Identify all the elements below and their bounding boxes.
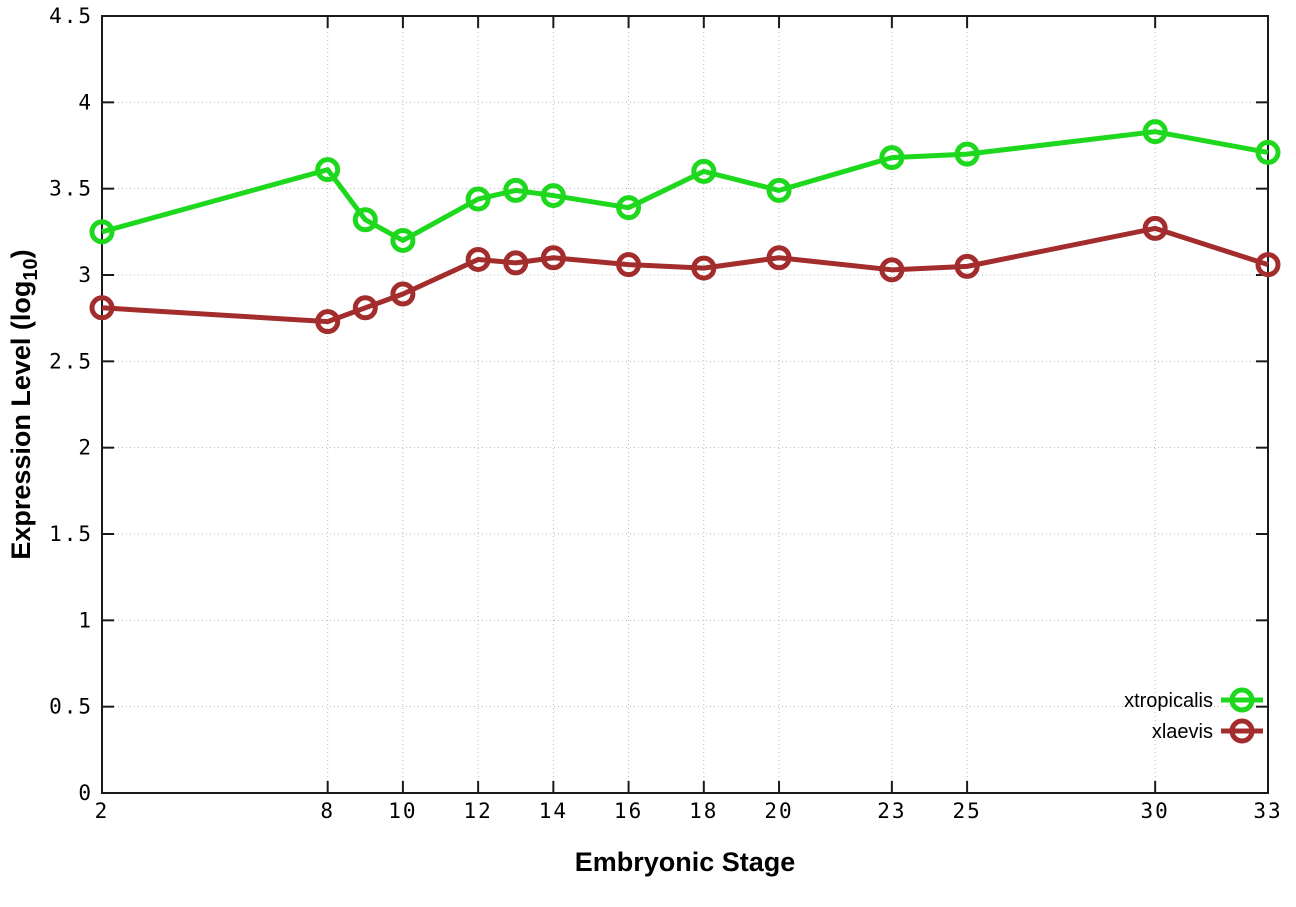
data-point-marker-xlaevis <box>691 255 717 281</box>
tick-marks <box>101 15 1269 794</box>
data-point-marker-xlaevis <box>315 309 341 335</box>
x-axis-tick-label: 16 <box>614 799 643 823</box>
series-line-xtropicalis <box>101 129 1269 243</box>
x-axis-tick-label: 20 <box>764 799 793 823</box>
x-axis-tick-label: 8 <box>320 799 335 823</box>
data-point-marker-xlaevis <box>766 245 792 271</box>
y-axis-tick-label: 4 <box>78 90 93 114</box>
y-axis-tick-label: 1 <box>78 608 93 632</box>
data-point-marker-xtropicalis <box>315 157 341 183</box>
data-point-marker-xlaevis <box>1142 215 1168 241</box>
data-point-marker-xtropicalis <box>954 141 980 167</box>
data-point-marker-xtropicalis <box>879 145 905 171</box>
x-axis-tick-label: 18 <box>689 799 718 823</box>
legend-sample-marker <box>1229 687 1255 713</box>
data-point-marker-xtropicalis <box>1142 119 1168 145</box>
data-point-marker-xlaevis <box>390 281 416 307</box>
data-point-marker-xlaevis <box>616 252 642 278</box>
y-axis-tick-label: 0 <box>78 781 93 805</box>
legend-label-xtropicalis: xtropicalis <box>1124 690 1213 712</box>
x-axis-tick-label: 2 <box>95 799 110 823</box>
legend: xtropicalis xlaevis <box>1124 687 1263 744</box>
x-axis-title: Embryonic Stage <box>575 847 796 877</box>
data-point-marker-xtropicalis <box>540 183 566 209</box>
y-axis-tick-label: 0.5 <box>49 695 93 719</box>
data-point-marker-xtropicalis <box>691 158 717 184</box>
x-axis-tick-label: 30 <box>1141 799 1170 823</box>
x-axis-tick-label: 23 <box>877 799 906 823</box>
data-point-marker-xtropicalis <box>89 219 115 245</box>
legend-entry-xtropicalis: xtropicalis <box>1124 687 1263 713</box>
x-axis-tick-label: 10 <box>388 799 417 823</box>
data-point-marker-xlaevis <box>954 253 980 279</box>
data-point-marker-xlaevis <box>1255 252 1281 278</box>
x-axis-tick-label: 14 <box>539 799 568 823</box>
y-axis-tick-label: 2.5 <box>49 349 93 373</box>
x-axis-tick-label: 33 <box>1253 799 1282 823</box>
data-point-marker-xtropicalis <box>766 177 792 203</box>
grid <box>101 15 1269 794</box>
data-point-marker-xtropicalis <box>1255 139 1281 165</box>
y-axis-title: Expression Level (log10) <box>6 249 42 559</box>
y-axis-tick-labels: 0 0.5 1 1.5 2 2.5 3 3.5 4 4.5 <box>49 4 93 805</box>
y-axis-tick-label: 4.5 <box>49 4 93 28</box>
series-xtropicalis <box>89 119 1281 253</box>
data-point-marker-xlaevis <box>503 250 529 276</box>
x-axis-tick-labels: 2 8 10 12 14 16 18 20 23 25 30 33 <box>95 799 1282 823</box>
legend-label-xlaevis: xlaevis <box>1152 721 1213 743</box>
x-axis-tick-label: 12 <box>463 799 492 823</box>
legend-sample-marker <box>1229 718 1255 744</box>
data-point-marker-xlaevis <box>465 246 491 272</box>
y-axis-tick-label: 1.5 <box>49 522 93 546</box>
series-xlaevis <box>89 215 1281 335</box>
data-point-marker-xlaevis <box>89 295 115 321</box>
data-point-marker-xtropicalis <box>352 207 378 233</box>
data-point-marker-xtropicalis <box>390 227 416 253</box>
data-point-marker-xlaevis <box>352 295 378 321</box>
y-axis-tick-label: 3.5 <box>49 177 93 201</box>
data-point-marker-xtropicalis <box>616 195 642 221</box>
data-point-marker-xlaevis <box>540 245 566 271</box>
legend-entry-xlaevis: xlaevis <box>1152 718 1263 744</box>
data-point-marker-xtropicalis <box>465 186 491 212</box>
plot-border <box>101 15 1269 794</box>
y-axis-tick-label: 2 <box>78 436 93 460</box>
data-point-marker-xlaevis <box>879 257 905 283</box>
x-axis-tick-label: 25 <box>952 799 981 823</box>
series-line-xlaevis <box>101 225 1269 325</box>
data-point-marker-xtropicalis <box>503 177 529 203</box>
y-axis-tick-label: 3 <box>78 263 93 287</box>
